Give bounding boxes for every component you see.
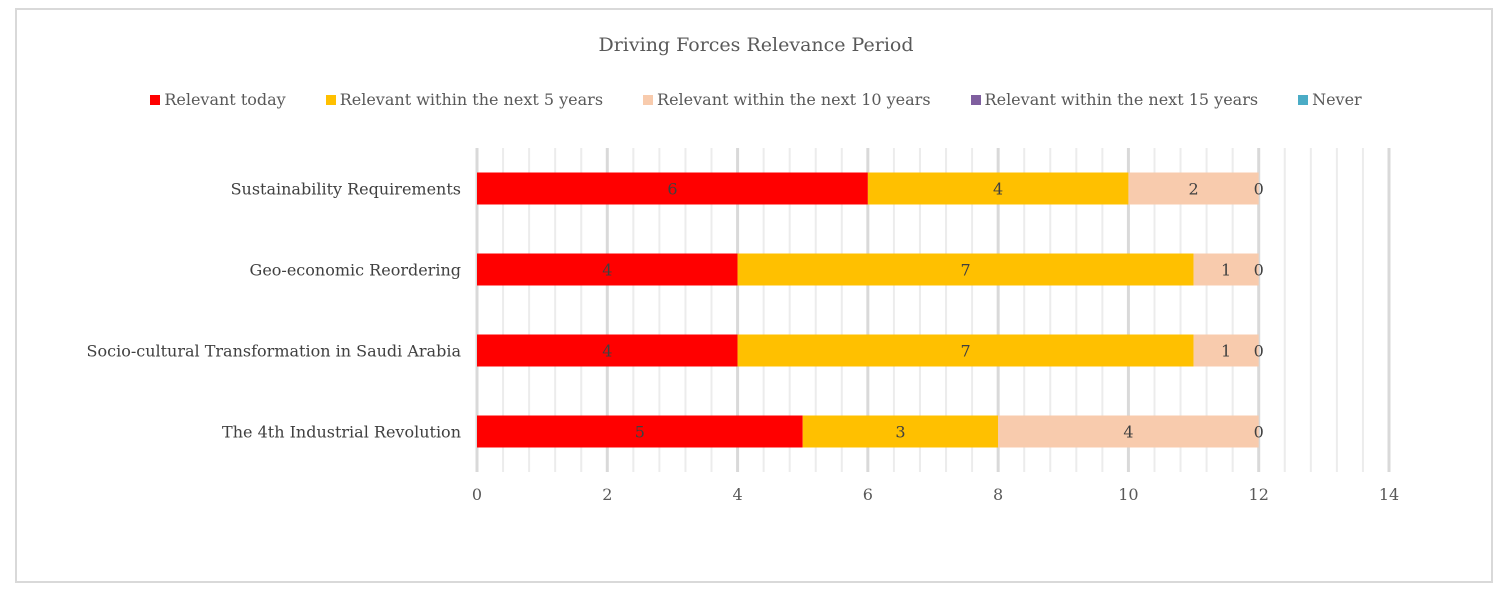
data-label: 0: [1254, 180, 1264, 199]
data-label: 7: [960, 261, 970, 280]
legend-item: Relevant today: [150, 90, 286, 109]
data-label: 7: [960, 342, 970, 361]
data-label: 5: [635, 423, 645, 442]
data-label: 4: [602, 261, 612, 280]
data-label: 2: [1188, 180, 1198, 199]
legend-label: Never: [1312, 90, 1362, 109]
x-tick-label: 4: [732, 485, 742, 504]
data-label: 4: [993, 180, 1003, 199]
x-tick-label: 6: [863, 485, 873, 504]
chart-frame: Driving Forces Relevance Period Relevant…: [15, 8, 1493, 583]
bar-segment: [737, 253, 1194, 286]
category-label: The 4th Industrial Revolution: [222, 423, 461, 442]
data-label: 0: [1254, 342, 1264, 361]
legend-swatch: [325, 94, 336, 105]
bar-segment: [867, 172, 1129, 205]
legend-label: Relevant within the next 15 years: [984, 90, 1259, 109]
x-tick-label: 14: [1379, 485, 1399, 504]
bar-segment: [477, 415, 803, 448]
bar-segment: [1193, 334, 1259, 367]
legend-item: Relevant within the next 10 years: [643, 90, 931, 109]
x-tick-label: 10: [1118, 485, 1138, 504]
category-label: Sustainability Requirements: [231, 180, 461, 199]
legend-item: Relevant within the next 5 years: [325, 90, 604, 109]
x-tick-label: 8: [993, 485, 1003, 504]
data-label: 1: [1221, 261, 1231, 280]
bar-segment: [1193, 253, 1259, 286]
data-label: 4: [602, 342, 612, 361]
bar-segment: [477, 253, 738, 286]
legend-swatch: [1298, 94, 1309, 105]
chart-legend: Relevant today Relevant within the next 5…: [17, 90, 1495, 109]
legend-label: Relevant within the next 10 years: [657, 90, 931, 109]
category-label: Geo-economic Reordering: [250, 261, 461, 280]
bar-segment: [998, 415, 1259, 448]
data-label: 6: [667, 180, 677, 199]
data-label: 0: [1254, 423, 1264, 442]
bar-segment: [477, 172, 868, 205]
legend-label: Relevant today: [164, 90, 286, 109]
bar-segment: [802, 415, 999, 448]
x-tick-label: 12: [1249, 485, 1269, 504]
data-label: 0: [1254, 261, 1264, 280]
x-tick-label: 0: [472, 485, 482, 504]
category-label: Socio-cultural Transformation in Saudi A…: [87, 342, 462, 361]
bar-segment: [1128, 172, 1259, 205]
bar-segment: [737, 334, 1194, 367]
bar-segment: [477, 334, 738, 367]
x-tick-label: 2: [602, 485, 612, 504]
legend-label: Relevant within the next 5 years: [339, 90, 604, 109]
data-label: 3: [895, 423, 905, 442]
legend-swatch: [970, 94, 981, 105]
legend-swatch: [150, 94, 161, 105]
data-label: 1: [1221, 342, 1231, 361]
chart-title: Driving Forces Relevance Period: [598, 34, 914, 56]
legend-item: Relevant within the next 15 years: [970, 90, 1259, 109]
legend-swatch: [643, 94, 654, 105]
data-label: 4: [1123, 423, 1133, 442]
legend-item: Never: [1298, 90, 1362, 109]
